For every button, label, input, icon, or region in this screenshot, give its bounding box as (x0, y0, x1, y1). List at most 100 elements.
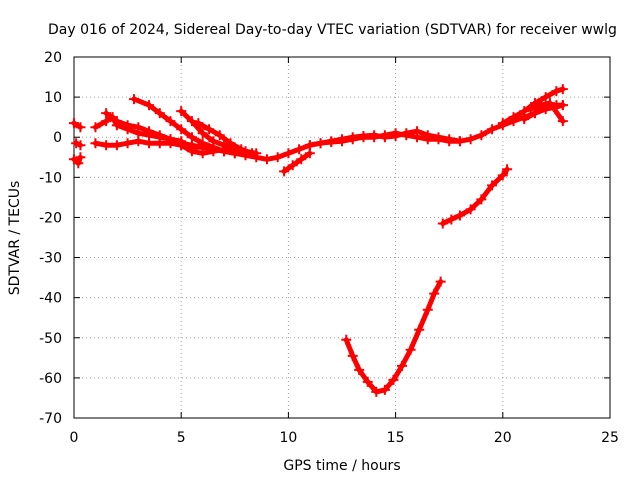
data-point (176, 106, 187, 117)
data-point (401, 128, 412, 139)
data-point (422, 130, 433, 141)
axis-ticks: 0 5 10 15 20 25 -70 -60 -50 -40 -30 -20 -10 0 10 20 (39, 50, 619, 446)
data-point (435, 276, 446, 287)
data-point (193, 118, 204, 129)
data-point (236, 144, 247, 155)
x-tick-label: 0 (70, 430, 79, 446)
data-point (326, 136, 337, 147)
x-tick-label: 15 (387, 430, 405, 446)
data-point (133, 136, 144, 147)
data-point (412, 126, 423, 137)
data-point (536, 100, 547, 111)
data-point (444, 134, 455, 145)
data-point (433, 132, 444, 143)
data-point (186, 146, 197, 157)
data-points (69, 84, 568, 397)
data-point (379, 384, 390, 395)
y-tick-label: -60 (39, 371, 62, 387)
data-point (397, 360, 408, 371)
x-tick-label: 25 (601, 430, 619, 446)
data-point (75, 122, 86, 133)
data-point (371, 386, 382, 397)
data-point (388, 374, 399, 385)
data-point (122, 138, 133, 149)
data-point (154, 130, 165, 141)
data-point (73, 158, 84, 169)
data-point (557, 84, 568, 95)
data-point (414, 324, 425, 335)
series-arc-q (525, 98, 568, 127)
data-point (279, 166, 290, 177)
series-arc-i (176, 140, 230, 159)
series-arc-n (437, 164, 513, 229)
data-point (315, 138, 326, 149)
data-point (186, 132, 197, 143)
x-tick-label: 5 (177, 430, 186, 446)
data-point (347, 350, 358, 361)
y-tick-label: -40 (39, 291, 62, 307)
series-arc-m (341, 276, 446, 397)
data-point (369, 130, 380, 141)
series-arc-l (304, 126, 465, 151)
y-tick-label: -10 (39, 170, 62, 186)
data-point (296, 154, 307, 165)
data-point (390, 131, 401, 142)
data-point (176, 140, 187, 151)
data-point (122, 120, 133, 131)
data-point (197, 138, 208, 149)
data-point (225, 138, 236, 149)
data-point (219, 144, 230, 155)
data-point (487, 124, 498, 135)
data-point (437, 218, 448, 229)
data-point (208, 146, 219, 157)
chart-title: Day 016 of 2024, Sidereal Day-to-day VTE… (48, 22, 617, 38)
data-point (283, 148, 294, 159)
data-point (454, 136, 465, 147)
data-point (497, 170, 508, 181)
data-point (497, 118, 508, 129)
data-point (341, 334, 352, 345)
data-point (487, 180, 498, 191)
data-point (214, 130, 225, 141)
data-point (75, 140, 86, 151)
data-point (101, 140, 112, 151)
data-point (304, 140, 315, 151)
data-point (337, 134, 347, 145)
data-point (111, 116, 122, 127)
data-point (422, 304, 433, 315)
y-tick-label: -20 (39, 210, 62, 226)
data-point (557, 100, 568, 111)
data-point (358, 131, 369, 142)
series-trail (281, 150, 313, 174)
data-point (272, 152, 283, 163)
data-point (446, 214, 457, 225)
data-point (261, 154, 272, 165)
data-point (197, 128, 208, 139)
data-point (111, 140, 122, 151)
data-point (144, 126, 155, 137)
data-point (144, 100, 155, 111)
data-point (508, 112, 519, 123)
data-point (90, 122, 101, 133)
series-arc-b (69, 152, 86, 169)
data-point (90, 138, 101, 149)
data-point (429, 288, 440, 299)
y-tick-label: -50 (39, 331, 62, 347)
data-point (154, 108, 165, 119)
data-point (557, 116, 568, 127)
x-axis-label: GPS time / hours (283, 458, 400, 474)
series-arc-k (279, 148, 315, 177)
data-point (454, 210, 465, 221)
data-point (208, 136, 219, 147)
data-point (347, 132, 358, 143)
y-tick-label: -70 (39, 411, 62, 427)
data-point (287, 160, 298, 171)
data-point (133, 122, 144, 133)
data-point (176, 124, 187, 135)
series-arc-a (69, 118, 86, 133)
series-arc-o (497, 84, 568, 129)
data-point (294, 144, 305, 155)
y-axis-label: SDTVAR / TECUs (7, 181, 23, 296)
series-trail (103, 110, 206, 150)
